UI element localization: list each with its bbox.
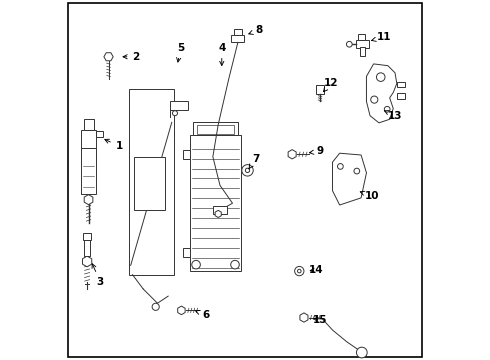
Text: 13: 13 bbox=[385, 111, 402, 121]
Polygon shape bbox=[104, 53, 113, 61]
Bar bbox=[397, 93, 405, 99]
Bar bbox=[316, 85, 324, 94]
Bar bbox=[81, 130, 97, 148]
Text: 14: 14 bbox=[309, 265, 324, 275]
Bar bbox=[129, 89, 173, 275]
Bar bbox=[397, 82, 405, 87]
Bar bbox=[170, 102, 188, 111]
Bar bbox=[213, 206, 227, 214]
Bar bbox=[234, 29, 242, 35]
Circle shape bbox=[356, 347, 367, 358]
Polygon shape bbox=[288, 150, 296, 159]
Polygon shape bbox=[333, 153, 367, 205]
Text: 10: 10 bbox=[360, 191, 379, 201]
Bar bbox=[134, 157, 165, 210]
Text: 8: 8 bbox=[249, 25, 263, 35]
Circle shape bbox=[242, 165, 253, 176]
Bar bbox=[83, 233, 92, 240]
Circle shape bbox=[172, 111, 177, 116]
Text: 4: 4 bbox=[218, 43, 225, 66]
Circle shape bbox=[245, 168, 249, 172]
Text: 9: 9 bbox=[310, 147, 323, 157]
Bar bbox=[97, 131, 103, 137]
Bar bbox=[81, 148, 97, 194]
Polygon shape bbox=[84, 195, 93, 204]
Text: 15: 15 bbox=[313, 315, 327, 325]
Circle shape bbox=[192, 260, 200, 269]
Polygon shape bbox=[82, 256, 92, 267]
Text: 1: 1 bbox=[105, 139, 123, 151]
Text: 3: 3 bbox=[92, 264, 104, 287]
Text: 2: 2 bbox=[123, 52, 140, 62]
Bar bbox=[358, 33, 366, 40]
Bar bbox=[231, 35, 244, 42]
Circle shape bbox=[294, 266, 304, 276]
Circle shape bbox=[297, 269, 301, 273]
Circle shape bbox=[152, 303, 159, 310]
Text: 5: 5 bbox=[176, 43, 184, 62]
Bar bbox=[193, 122, 238, 135]
Bar bbox=[183, 150, 190, 158]
Polygon shape bbox=[215, 210, 221, 217]
Bar bbox=[183, 248, 190, 257]
Bar bbox=[83, 119, 94, 130]
Bar bbox=[190, 135, 242, 271]
Circle shape bbox=[371, 96, 378, 103]
Text: 6: 6 bbox=[196, 310, 209, 320]
Circle shape bbox=[376, 73, 385, 81]
Text: 12: 12 bbox=[323, 78, 338, 92]
Polygon shape bbox=[178, 306, 185, 315]
Polygon shape bbox=[300, 313, 308, 322]
Circle shape bbox=[384, 107, 390, 112]
Bar bbox=[360, 48, 366, 56]
Text: 7: 7 bbox=[249, 154, 259, 169]
Circle shape bbox=[354, 168, 360, 174]
Bar bbox=[356, 40, 369, 48]
Bar bbox=[197, 125, 234, 134]
Polygon shape bbox=[367, 64, 397, 123]
Circle shape bbox=[346, 41, 352, 47]
Circle shape bbox=[338, 163, 343, 169]
Circle shape bbox=[231, 260, 239, 269]
Bar bbox=[84, 240, 90, 256]
Text: 11: 11 bbox=[371, 32, 392, 42]
